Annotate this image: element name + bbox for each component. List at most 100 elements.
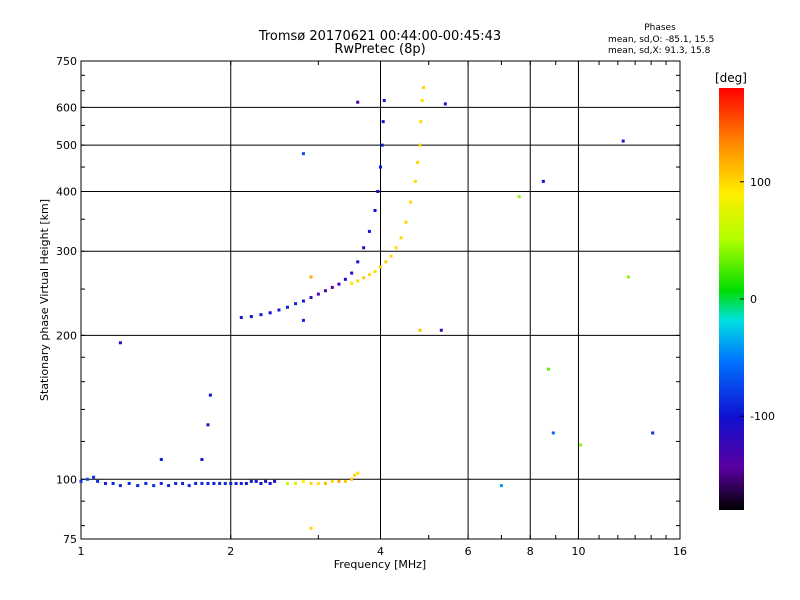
data-point (373, 270, 377, 274)
data-point (350, 271, 354, 275)
data-point (309, 296, 313, 300)
data-point (416, 160, 420, 164)
data-points (79, 86, 655, 530)
x-tick-label: 1 (78, 545, 85, 558)
data-point (259, 481, 263, 485)
data-point (218, 481, 222, 485)
x-axis-label: Frequency [MHz] (334, 558, 426, 571)
y-tick-label: 750 (56, 55, 77, 68)
phase-stats-x: mean, sd,X: 91.3, 15.8 (608, 46, 711, 56)
y-tick-label: 300 (56, 245, 77, 258)
data-point (212, 481, 216, 485)
data-point (136, 484, 140, 488)
data-point (174, 481, 178, 485)
data-point (350, 281, 354, 285)
data-point (399, 236, 403, 240)
data-point (152, 484, 156, 488)
data-point (384, 260, 388, 264)
data-point (301, 299, 305, 303)
data-point (79, 479, 83, 483)
data-point (187, 484, 191, 488)
data-point (301, 152, 305, 156)
data-point (418, 143, 422, 147)
data-point (343, 479, 347, 483)
data-point (337, 479, 341, 483)
data-point (159, 481, 163, 485)
data-point (264, 479, 268, 483)
y-tick-label: 600 (56, 101, 77, 114)
data-point (379, 165, 382, 169)
data-point (268, 311, 272, 315)
data-point (268, 481, 272, 485)
data-point (118, 341, 122, 345)
data-point (381, 120, 385, 124)
data-point (389, 254, 393, 258)
data-point (420, 99, 424, 103)
y-tick-label: 400 (56, 185, 77, 198)
data-point (356, 471, 360, 475)
data-point (118, 484, 122, 488)
data-point (337, 282, 341, 286)
data-point (418, 328, 422, 332)
data-point (546, 367, 550, 371)
data-point (294, 481, 298, 485)
data-point (206, 481, 210, 485)
data-point (356, 279, 360, 283)
data-point (277, 308, 281, 312)
data-point (373, 209, 377, 213)
x-tick-label: 10 (571, 545, 585, 558)
colorbar-label: [deg] (715, 71, 747, 85)
data-point (367, 229, 371, 233)
data-point (96, 479, 100, 483)
data-point (353, 473, 357, 477)
data-point (621, 139, 625, 143)
y-tick-label: 500 (56, 139, 77, 152)
data-point (626, 275, 630, 279)
data-point (111, 481, 115, 485)
data-point (419, 120, 423, 124)
data-point (376, 189, 380, 193)
grid-lines (81, 61, 680, 539)
colorbar-tick-label: -100 (750, 410, 775, 423)
data-point (517, 195, 521, 199)
x-tick-label: 2 (227, 545, 234, 558)
data-point (159, 457, 163, 461)
data-point (579, 443, 583, 447)
data-point (254, 479, 258, 483)
data-point (362, 276, 366, 280)
data-point (309, 526, 313, 530)
data-point (273, 479, 277, 483)
data-point (103, 481, 107, 485)
data-point (443, 102, 447, 106)
data-point (541, 179, 545, 183)
data-point (208, 393, 212, 397)
data-point (144, 481, 148, 485)
data-point (362, 246, 366, 250)
data-point (234, 481, 238, 485)
data-point (92, 475, 96, 479)
data-point (127, 481, 131, 485)
data-point (239, 481, 243, 485)
data-point (181, 481, 185, 485)
data-point (85, 477, 89, 481)
data-point (285, 305, 289, 309)
data-point (551, 431, 555, 435)
data-point (239, 315, 243, 319)
data-point (294, 302, 298, 306)
data-point (367, 273, 371, 277)
phase-stats-o: mean, sd,O: -85.1, 15.5 (608, 35, 714, 45)
data-point (200, 481, 204, 485)
x-tick-label: 6 (465, 545, 472, 558)
data-point (499, 484, 503, 488)
data-point (356, 100, 360, 104)
data-point (309, 275, 313, 279)
data-point (244, 481, 248, 485)
chart-title: Tromsø 20170621 00:44:00-00:45:43 (258, 29, 501, 44)
colorbar-ticks: 100 0 -100 (740, 176, 775, 423)
data-point (223, 481, 227, 485)
data-point (651, 431, 655, 435)
data-point (194, 481, 198, 485)
data-point (206, 423, 210, 427)
data-point (259, 313, 263, 317)
